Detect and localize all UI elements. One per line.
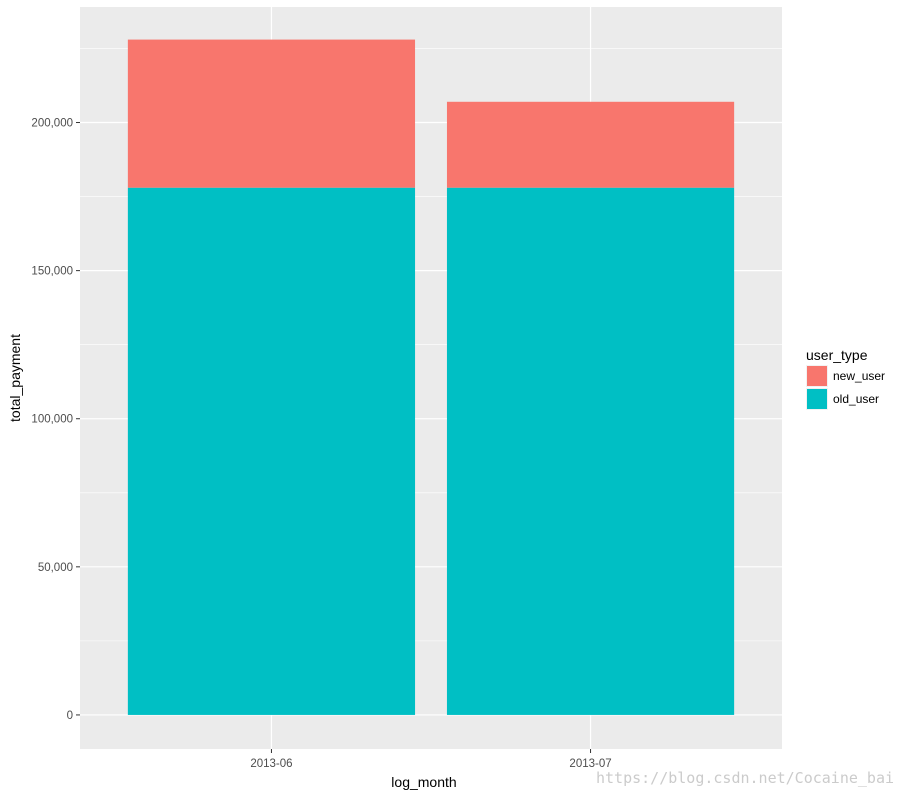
x-tick-label: 2013-06 <box>250 758 292 770</box>
x-axis-title: log_month <box>391 774 456 790</box>
bar-new_user-2013-06 <box>127 39 416 188</box>
legend-title: user_type <box>806 347 868 363</box>
legend: user_type new_user old_user <box>806 347 885 410</box>
y-axis: 0 50,000 100,000 150,000 200,000 <box>31 118 80 722</box>
watermark: https://blog.csdn.net/Cocaine_bai <box>595 769 894 787</box>
bar-old_user-2013-07 <box>446 187 735 715</box>
bar-new_user-2013-07 <box>446 101 735 188</box>
y-tick-label: 100,000 <box>31 414 73 426</box>
y-axis-title: total_payment <box>7 334 23 422</box>
y-tick-label: 150,000 <box>31 266 73 278</box>
legend-swatch-new_user <box>807 366 827 386</box>
x-axis: 2013-06 2013-07 <box>250 749 612 770</box>
bar-old_user-2013-06 <box>127 187 416 715</box>
bars <box>127 39 735 715</box>
legend-label-old_user: old_user <box>833 392 879 406</box>
legend-label-new_user: new_user <box>833 369 885 383</box>
y-tick-label: 50,000 <box>38 562 73 574</box>
x-tick-label: 2013-07 <box>569 758 611 770</box>
legend-swatch-old_user <box>807 389 827 409</box>
y-tick-label: 200,000 <box>31 118 73 130</box>
y-tick-label: 0 <box>67 710 73 722</box>
